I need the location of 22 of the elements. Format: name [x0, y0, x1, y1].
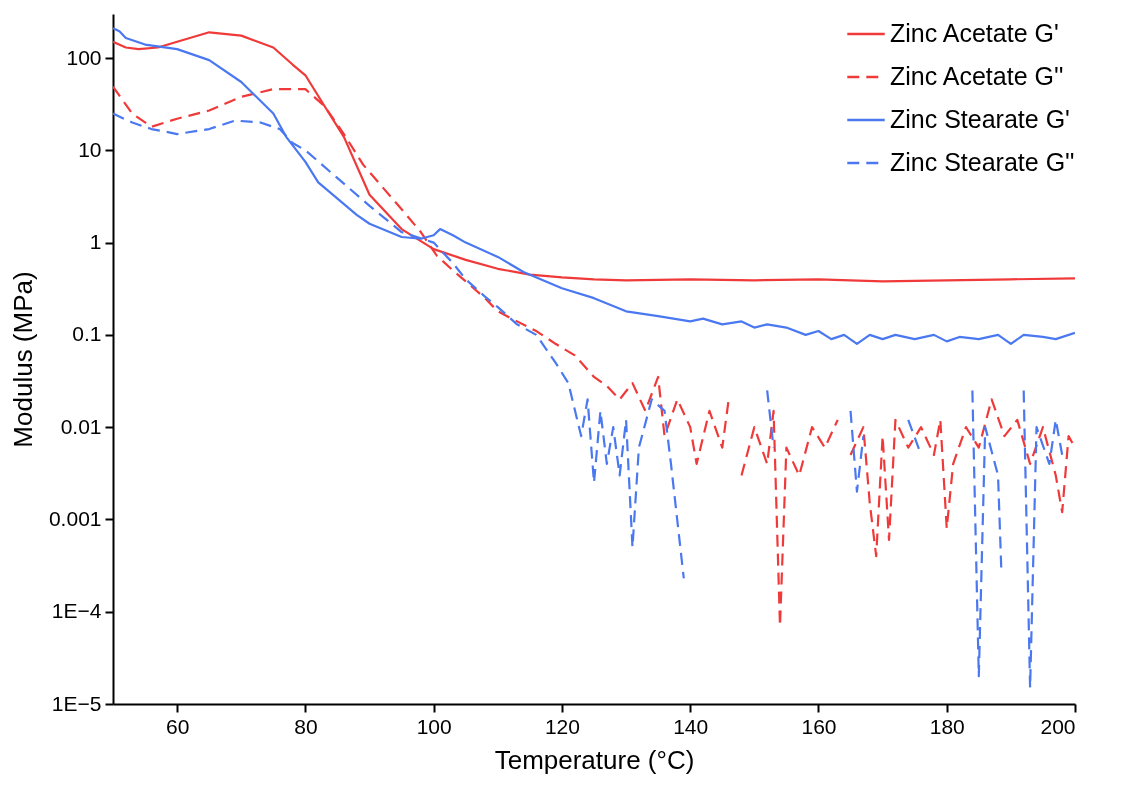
x-tick-label: 100: [416, 714, 452, 738]
y-tick-label: 1: [89, 230, 102, 254]
x-tick-label: 160: [801, 714, 837, 738]
x-tick-label: 80: [294, 714, 318, 738]
y-axis-title: Modulus (MPa): [7, 271, 38, 448]
y-tick-label: 0.1: [72, 322, 102, 346]
x-tick-label: 120: [544, 714, 580, 738]
y-tick-label: 10: [78, 137, 102, 161]
legend-label: Zinc Acetate G'': [890, 62, 1064, 90]
x-tick-label: 60: [165, 714, 190, 738]
x-tick-label: 200: [1040, 714, 1076, 738]
legend-label: Zinc Stearate G': [890, 105, 1070, 133]
legend-label: Zinc Stearate G'': [890, 148, 1075, 176]
y-tick-label: 0.01: [60, 414, 102, 438]
x-axis-title: Temperature (°C): [494, 744, 695, 775]
y-tick-label: 1E−5: [51, 691, 102, 715]
y-tick-label: 100: [66, 45, 102, 69]
x-tick-label: 180: [929, 714, 965, 738]
y-tick-label: 0.001: [48, 506, 102, 530]
y-tick-label: 1E−4: [51, 599, 102, 623]
x-tick-label: 140: [673, 714, 709, 738]
legend-label: Zinc Acetate G': [890, 19, 1059, 47]
